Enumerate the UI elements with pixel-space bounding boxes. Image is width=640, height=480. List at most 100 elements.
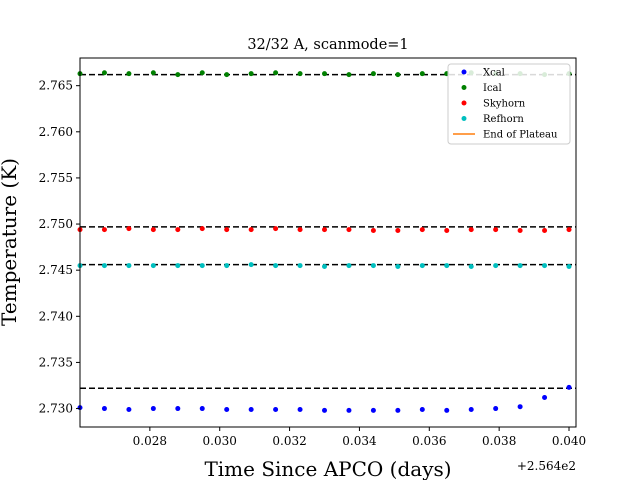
skyhorn-point bbox=[542, 228, 548, 234]
xcal-point bbox=[126, 406, 132, 412]
y-tick-label: 2.740 bbox=[39, 309, 73, 323]
ical-point bbox=[273, 70, 279, 76]
skyhorn-point bbox=[175, 227, 181, 233]
x-axis-ticks: 0.028 0.030 0.032 0.034 0.036 0.038 0.040 bbox=[133, 427, 586, 448]
skyhorn-point bbox=[395, 228, 401, 234]
y-tick-label: 2.760 bbox=[39, 125, 73, 139]
ical-point bbox=[346, 72, 352, 78]
refhorn-point bbox=[517, 263, 523, 269]
legend-label: Ical bbox=[483, 83, 502, 94]
refhorn-point bbox=[468, 263, 474, 269]
refhorn-point bbox=[346, 263, 352, 269]
skyhorn-point bbox=[199, 226, 205, 232]
y-tick-label: 2.730 bbox=[39, 402, 73, 416]
x-tick-label: 0.038 bbox=[482, 434, 516, 448]
ical-point bbox=[370, 71, 376, 77]
ical-point bbox=[101, 70, 107, 76]
xcal-point bbox=[199, 406, 205, 412]
refhorn-point bbox=[273, 263, 279, 269]
refhorn-point bbox=[224, 263, 230, 269]
legend-marker-xcal bbox=[461, 69, 467, 75]
refhorn-point bbox=[419, 263, 425, 269]
skyhorn-point bbox=[493, 227, 499, 233]
legend-marker-refhorn bbox=[461, 116, 467, 121]
xcal-point bbox=[542, 394, 548, 400]
ical-point bbox=[126, 71, 132, 77]
skyhorn-point bbox=[224, 227, 230, 233]
x-tick-label: 0.040 bbox=[552, 434, 586, 448]
refhorn-point bbox=[566, 263, 572, 269]
refhorn-point bbox=[395, 263, 401, 269]
skyhorn-point bbox=[273, 226, 279, 232]
y-axis-label: Temperature (K) bbox=[0, 158, 21, 326]
skyhorn-point bbox=[517, 228, 523, 234]
ical-point bbox=[175, 72, 181, 78]
ical-point bbox=[419, 71, 425, 77]
plateau-reference-lines bbox=[80, 73, 576, 390]
legend-marker-skyhorn bbox=[461, 100, 467, 106]
refhorn-point bbox=[101, 263, 107, 269]
refhorn-point bbox=[248, 262, 254, 268]
skyhorn-point bbox=[566, 227, 572, 233]
xcal-point bbox=[395, 407, 401, 413]
y-tick-label: 2.735 bbox=[39, 355, 73, 369]
x-tick-label: 0.036 bbox=[412, 434, 446, 448]
xcal-point bbox=[150, 406, 156, 412]
y-tick-label: 2.750 bbox=[39, 217, 73, 231]
refhorn-point bbox=[297, 263, 303, 269]
legend-label: Xcal bbox=[483, 68, 505, 79]
skyhorn-point bbox=[126, 226, 132, 232]
refhorn-point bbox=[199, 263, 205, 269]
legend-marker-ical bbox=[461, 85, 467, 90]
y-tick-label: 2.755 bbox=[39, 171, 73, 185]
xcal-point bbox=[493, 406, 499, 412]
xcal-point bbox=[101, 406, 107, 412]
legend-box bbox=[447, 63, 571, 145]
refhorn-point bbox=[322, 263, 328, 269]
ical-point bbox=[322, 71, 328, 77]
skyhorn-point bbox=[248, 227, 254, 233]
xcal-point bbox=[468, 406, 474, 412]
xcal-point bbox=[370, 407, 376, 413]
xcal-point bbox=[444, 407, 450, 413]
refhorn-point bbox=[542, 263, 548, 269]
xcal-point bbox=[175, 406, 181, 412]
ical-point bbox=[395, 72, 401, 78]
xcal-point bbox=[224, 406, 230, 412]
x-axis-offset-label: +2.564e2 bbox=[517, 459, 576, 473]
refhorn-point bbox=[444, 263, 450, 269]
skyhorn-point bbox=[370, 228, 376, 234]
skyhorn-point bbox=[297, 227, 303, 233]
y-axis-ticks: 2.730 2.735 2.740 2.745 2.750 2.755 2.760 2.765 bbox=[39, 79, 80, 416]
x-tick-label: 0.032 bbox=[272, 434, 306, 448]
xcal-point bbox=[566, 384, 572, 390]
legend-label: Refhorn bbox=[483, 114, 524, 125]
legend-label: Skyhorn bbox=[483, 99, 526, 110]
refhorn-point bbox=[150, 263, 156, 269]
chart-title: 32/32 A, scanmode=1 bbox=[247, 37, 408, 53]
xcal-point bbox=[248, 406, 254, 412]
x-tick-label: 0.034 bbox=[342, 434, 377, 448]
skyhorn-point bbox=[101, 227, 107, 233]
ical-point bbox=[199, 70, 205, 76]
skyhorn-point bbox=[468, 227, 474, 233]
y-tick-label: 2.765 bbox=[39, 79, 73, 93]
skyhorn-point bbox=[346, 227, 352, 233]
refhorn-point bbox=[126, 263, 132, 269]
y-tick-label: 2.745 bbox=[39, 263, 73, 277]
x-tick-label: 0.030 bbox=[203, 434, 237, 448]
xcal-point bbox=[322, 407, 328, 413]
xcal-point bbox=[517, 404, 523, 410]
skyhorn-point bbox=[150, 227, 156, 233]
x-tick-label: 0.028 bbox=[133, 434, 167, 448]
ical-point bbox=[248, 71, 254, 77]
skyhorn-point bbox=[322, 227, 328, 233]
xcal-point bbox=[346, 407, 352, 413]
ical-point bbox=[297, 71, 303, 77]
skyhorn-point bbox=[444, 228, 450, 234]
refhorn-point bbox=[493, 263, 499, 269]
xcal-point bbox=[297, 406, 303, 412]
xcal-point bbox=[419, 406, 425, 412]
legend-label: End of Plateau bbox=[483, 130, 558, 141]
